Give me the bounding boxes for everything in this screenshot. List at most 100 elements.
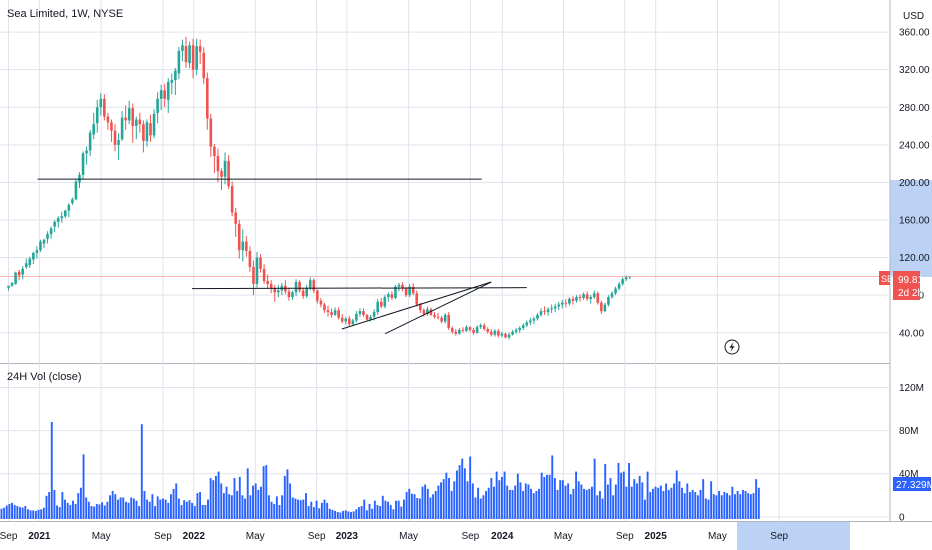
candle-body xyxy=(291,292,294,298)
trendline[interactable] xyxy=(384,281,492,335)
volume-bar xyxy=(405,492,408,519)
candle-body xyxy=(42,239,46,244)
volume-bar xyxy=(236,490,239,519)
lightning-bolt-icon[interactable] xyxy=(724,339,740,355)
candle xyxy=(209,113,213,158)
candle-body xyxy=(326,310,330,313)
volume-bar xyxy=(95,503,98,519)
currency-label[interactable]: USD xyxy=(903,11,924,22)
candle xyxy=(564,298,568,308)
volume-bar xyxy=(736,490,739,519)
candle xyxy=(500,331,504,338)
volume-bar xyxy=(387,501,390,519)
volume-bar xyxy=(122,497,125,519)
candle xyxy=(550,304,553,314)
volume-axis[interactable]: 0 40M 80M 120M xyxy=(899,383,924,523)
time-tick-label: Sep xyxy=(461,531,479,542)
time-tick-label: Sep xyxy=(0,531,18,542)
candle-body xyxy=(117,140,120,145)
volume-bar xyxy=(87,501,90,519)
volume-tag-bg xyxy=(893,477,931,491)
volume-bar xyxy=(16,506,19,519)
candle xyxy=(426,306,429,316)
candle-body xyxy=(60,216,64,219)
candle xyxy=(387,292,390,302)
volume-bar xyxy=(395,500,397,519)
volume-bar xyxy=(188,500,191,519)
volume-bar xyxy=(567,483,570,519)
volume-bar xyxy=(715,495,718,519)
trendline[interactable] xyxy=(341,281,492,330)
candle-body xyxy=(561,302,564,305)
volume-bar xyxy=(77,493,80,519)
candle xyxy=(394,284,397,299)
candle-body xyxy=(578,297,582,298)
volume-bar xyxy=(495,471,498,519)
candle-body xyxy=(152,113,156,136)
volume-bar xyxy=(572,488,575,519)
volume-bar xyxy=(538,488,540,519)
volume-bar xyxy=(209,478,212,519)
candle-body xyxy=(227,160,230,187)
candle-body xyxy=(379,301,383,307)
candle xyxy=(156,92,159,124)
candle-body xyxy=(394,286,397,298)
candle xyxy=(536,313,539,321)
volume-bar xyxy=(511,489,514,519)
candle xyxy=(39,239,42,252)
candle xyxy=(600,300,603,314)
volume-bar xyxy=(532,493,535,519)
candle-body xyxy=(10,282,14,286)
time-axis[interactable]: Sep 2021 May Sep 2022 May Sep 2023 May Sep 2024 May… xyxy=(0,531,789,542)
price-tag: SE 99.81 2d 2h xyxy=(879,271,923,300)
trendlines[interactable] xyxy=(37,178,527,335)
volume-bar xyxy=(437,485,440,519)
volume-bar xyxy=(445,472,448,519)
candle-body xyxy=(312,280,316,291)
volume-bar xyxy=(400,506,403,519)
candle-body xyxy=(184,46,188,63)
candle-body xyxy=(191,45,195,70)
candle-body xyxy=(49,228,53,235)
candle-body xyxy=(411,286,415,294)
candle xyxy=(514,328,518,334)
candle xyxy=(511,329,514,336)
volume-bar xyxy=(678,481,681,519)
candle-body xyxy=(195,46,198,70)
volume-bar xyxy=(106,501,109,519)
candle xyxy=(152,109,156,139)
volume-bar xyxy=(323,499,326,519)
candle-body xyxy=(53,221,56,227)
volume-bar xyxy=(177,498,180,519)
volume-bar xyxy=(241,495,244,519)
candle xyxy=(362,308,365,317)
candle-body xyxy=(252,266,255,284)
candle xyxy=(163,83,166,108)
volume-bar xyxy=(273,503,276,519)
candle-body xyxy=(156,98,159,113)
volume-bar xyxy=(151,494,154,519)
volume-bar xyxy=(466,481,469,519)
trendline[interactable] xyxy=(192,287,527,290)
candle xyxy=(237,220,241,259)
volume-bar xyxy=(193,506,196,519)
price-tick-label: 320.00 xyxy=(899,65,930,76)
candle xyxy=(390,291,394,300)
candle xyxy=(330,308,333,318)
volume-bar xyxy=(638,475,641,519)
volume-bar xyxy=(527,484,530,519)
volume-bar xyxy=(40,509,43,519)
volume-bar xyxy=(696,495,699,519)
candle-body xyxy=(447,314,450,329)
volume-bar xyxy=(519,482,522,519)
candle-body xyxy=(71,199,74,204)
volume-bar xyxy=(577,481,580,519)
volume-bar xyxy=(352,511,355,519)
candle-body xyxy=(17,271,21,276)
volume-bar xyxy=(350,512,352,519)
candle xyxy=(53,220,56,233)
volume-bar xyxy=(42,507,45,519)
candle xyxy=(316,289,319,304)
volume-bar xyxy=(130,497,133,519)
